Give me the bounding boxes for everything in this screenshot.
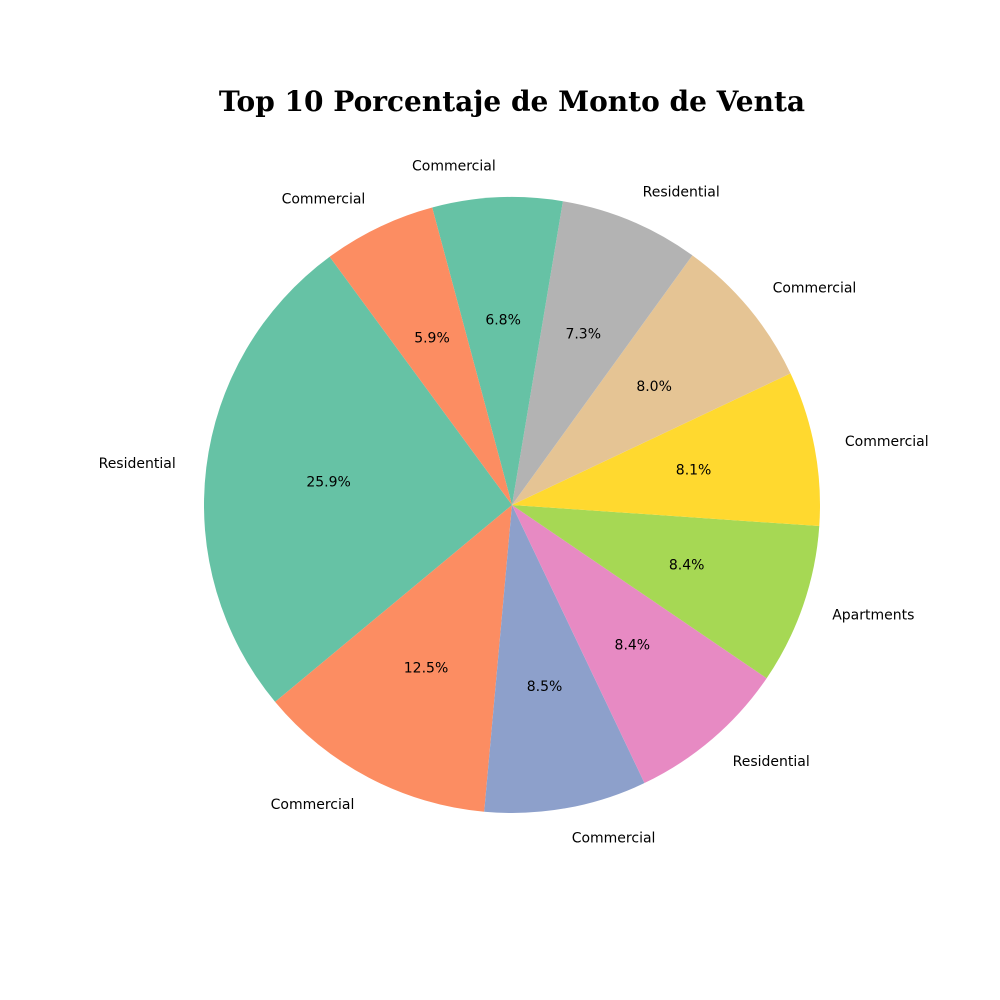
slice-pct-label-9: 6.8% xyxy=(485,312,521,328)
slice-pct-label-2: 12.5% xyxy=(404,661,448,677)
slice-pct-label-1: 25.9% xyxy=(306,475,350,491)
slice-pct-label-3: 8.5% xyxy=(527,679,563,695)
slice-pct-label-8: 7.3% xyxy=(565,326,601,342)
slice-category-label-9: Commercial xyxy=(412,159,496,175)
pie-slice-3 xyxy=(484,505,645,813)
slices-layer xyxy=(204,196,821,813)
slice-pct-label-5: 8.4% xyxy=(669,557,705,573)
pie-slice-7 xyxy=(512,255,791,505)
slice-category-label-8: Residential xyxy=(643,184,720,200)
pie-slice-8 xyxy=(512,201,693,506)
slice-pct-label-10: 5.9% xyxy=(414,330,450,346)
slice-category-label-6: Commercial xyxy=(845,434,929,450)
chart-title: Top 10 Porcentaje de Monto de Venta xyxy=(218,85,806,118)
pie-slice-6 xyxy=(512,373,821,527)
slice-pct-label-7: 8.0% xyxy=(636,379,672,395)
slice-category-label-1: Residential xyxy=(99,456,176,472)
slice-category-label-7: Commercial xyxy=(773,280,857,296)
pie-slice-2 xyxy=(275,505,512,812)
pie-slice-9 xyxy=(432,196,563,505)
pie-slice-1 xyxy=(204,256,512,702)
pie-slice-4 xyxy=(512,505,767,784)
slice-category-label-5: Apartments xyxy=(832,608,914,624)
slice-category-label-3: Commercial xyxy=(572,831,656,847)
slice-category-label-4: Residential xyxy=(733,754,810,770)
pie-slice-5 xyxy=(512,505,820,679)
slice-category-label-2: Commercial xyxy=(271,797,355,813)
pie-slice-10 xyxy=(329,207,512,505)
slice-pct-label-6: 8.1% xyxy=(676,463,712,479)
labels-layer: 25.9% Residential 12.5% Commercial 8.5% Comme… xyxy=(99,159,929,847)
slice-category-label-10: Commercial xyxy=(282,192,366,208)
slice-pct-label-4: 8.4% xyxy=(615,637,651,653)
